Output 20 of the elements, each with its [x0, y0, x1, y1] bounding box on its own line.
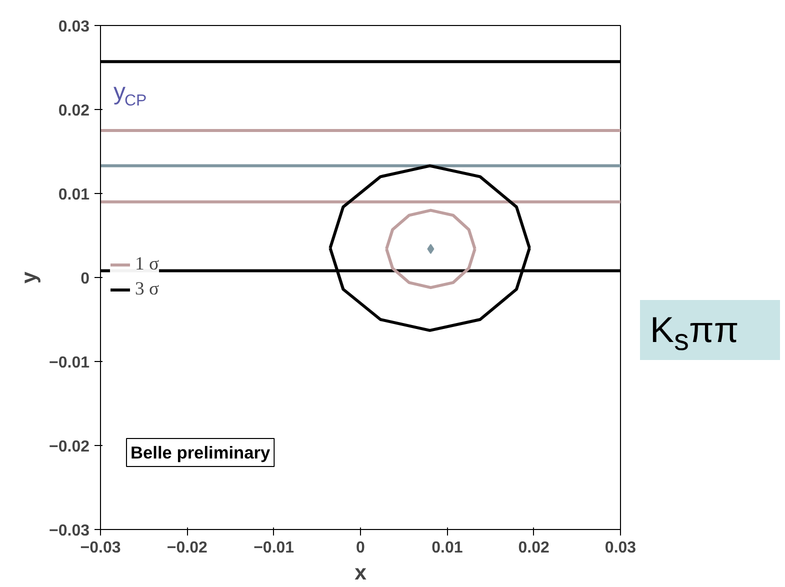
- x-tick-label: 0: [356, 540, 366, 556]
- y-tick-label: −0.02: [49, 438, 90, 456]
- x-tick-label: −0.02: [166, 540, 208, 556]
- y-tick-label: 0.02: [58, 102, 90, 120]
- legend-label: 1 σ: [135, 254, 160, 276]
- y-tick-label: −0.01: [49, 354, 90, 372]
- y-tick-label: 0: [80, 270, 90, 288]
- y-tick-label: 0.01: [58, 186, 90, 204]
- x-tick-label: 0.03: [604, 540, 636, 556]
- x-tick-label: −0.03: [80, 540, 121, 556]
- legend-label: 3 σ: [135, 278, 160, 300]
- x-axis-title: x: [354, 560, 367, 584]
- y-axis-title: y: [17, 271, 42, 284]
- x-tick-label: −0.01: [254, 540, 294, 556]
- x-tick-label: 0.02: [518, 540, 550, 556]
- annotation: Belle preliminary: [130, 442, 271, 462]
- y-tick-label: −0.03: [49, 522, 90, 540]
- x-tick-label: 0.01: [432, 540, 463, 556]
- text: K$_{s}$ππ: [650, 308, 739, 360]
- y-tick-label: 0.03: [58, 18, 90, 36]
